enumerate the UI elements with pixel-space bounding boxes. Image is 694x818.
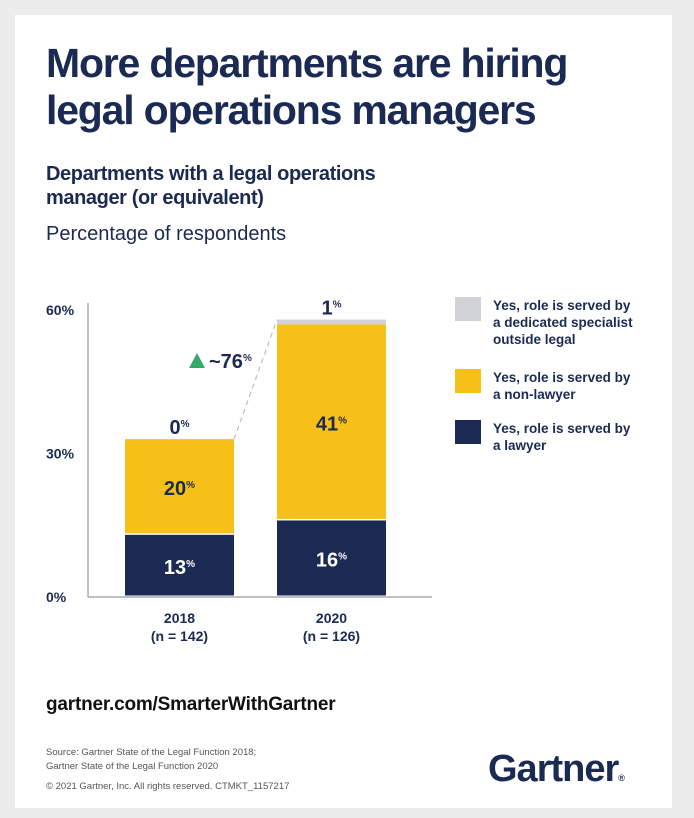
data-label-specialist-2018: 0% [169, 417, 189, 439]
unit-label: Percentage of respondents [46, 223, 287, 245]
logo-text: Gartner [488, 748, 619, 790]
y-tick-label: 30% [46, 446, 75, 462]
growth-connector-line [233, 319, 278, 440]
bar-segment-2018-1 [125, 439, 234, 534]
up-triangle-icon [189, 353, 205, 368]
legend-item: Yes, role is served by a non-lawyer [455, 369, 663, 403]
legend-label: Yes, role is served by a lawyer [493, 420, 663, 454]
chart-subtitle: Departments with a legal operations mana… [46, 162, 466, 210]
legend-label-line: Yes, role is served by [493, 298, 631, 313]
legend-swatch [455, 369, 481, 393]
legend-swatch [455, 420, 481, 444]
legend-label-line: a non-lawyer [493, 387, 576, 402]
y-tick-label: 60% [46, 302, 75, 318]
legend-item: Yes, role is served by a dedicated specia… [455, 297, 663, 348]
stacked-bar-chart: 0% 30% 60% 13% 20% 0% 2018 (n = 142) 16% 41% 1% 202… [46, 298, 432, 644]
legend-label-line: Yes, role is served by [493, 421, 631, 436]
subtitle-line-1: Departments with a legal operations [46, 163, 376, 185]
website-link[interactable]: gartner.com/SmarterWithGartner [46, 694, 336, 715]
subtitle-line-2: manager (or equivalent) [46, 187, 264, 209]
bar-segment-2020-2 [277, 319, 386, 325]
gartner-logo: Gartner® [488, 748, 625, 791]
y-tick-label: 0% [46, 589, 67, 605]
bar-segment-2018-0 [125, 534, 234, 596]
x-tick-label: 2020 [316, 610, 347, 626]
legend-swatch [455, 297, 481, 321]
data-label-specialist-2020: 1% [321, 298, 341, 320]
legend-label-line: a lawyer [493, 438, 547, 453]
data-label-nonlawyer-2018: 20% [164, 478, 195, 500]
copyright-note: © 2021 Gartner, Inc. All rights reserved… [46, 781, 290, 792]
data-label-nonlawyer-2020: 41% [316, 413, 347, 435]
legend-label: Yes, role is served by a dedicated specia… [493, 297, 663, 348]
legend-label-line: Yes, role is served by [493, 370, 631, 385]
x-tick-sublabel: (n = 142) [151, 628, 208, 644]
x-tick-sublabel: (n = 126) [303, 628, 360, 644]
data-label-lawyer-2020: 16% [316, 550, 347, 572]
x-tick-label: 2018 [164, 610, 195, 626]
data-label-lawyer-2018: 13% [164, 557, 195, 579]
source-line-2: Gartner State of the Legal Function 2020 [46, 761, 219, 772]
legend-label-line: a dedicated specialist [493, 315, 633, 330]
title-line-1: More departments are hiring [46, 40, 568, 86]
legend-label-line: outside legal [493, 332, 576, 347]
legend-label: Yes, role is served by a non-lawyer [493, 369, 663, 403]
bar-segment-2020-0 [277, 520, 386, 596]
page-title: More departments are hiring legal operat… [46, 40, 666, 134]
legend-item: Yes, role is served by a lawyer [455, 420, 663, 454]
growth-annotation: ~76% [209, 351, 252, 373]
source-note: Source: Gartner State of the Legal Funct… [46, 746, 346, 774]
bar-segment-2020-1 [277, 324, 386, 519]
registered-mark: ® [618, 773, 625, 783]
source-line-1: Source: Gartner State of the Legal Funct… [46, 747, 257, 758]
title-line-2: legal operations managers [46, 87, 537, 133]
